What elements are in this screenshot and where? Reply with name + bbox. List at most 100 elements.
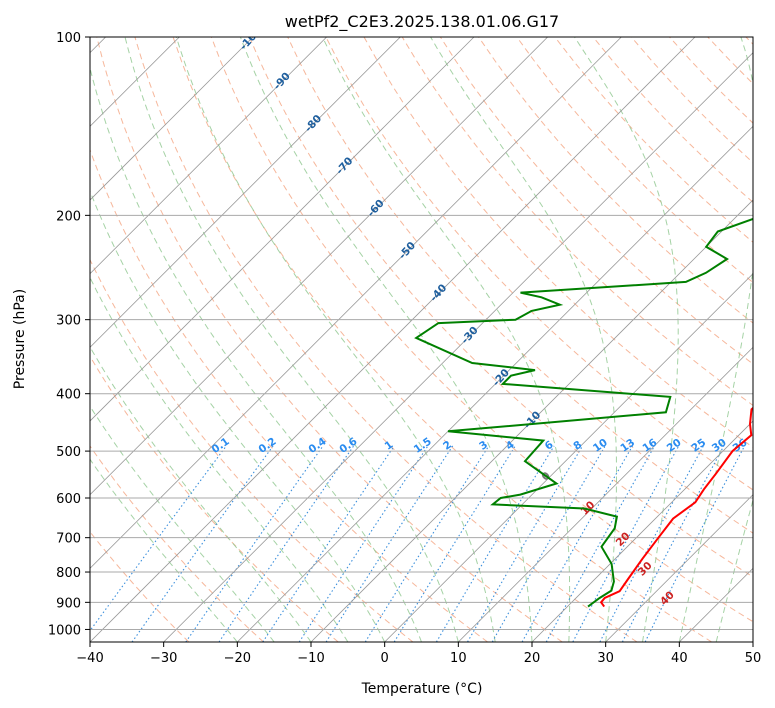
moist-adiabat-line — [574, 37, 679, 642]
mixing-ratio-label: 0.4 — [306, 435, 328, 456]
series-layer — [414, 217, 753, 608]
dry-adiabat-line — [592, 37, 753, 203]
x-tick-label: 50 — [745, 651, 762, 666]
mixing-ratio-line — [185, 445, 324, 642]
chart-title: wetPf2_C2E3.2025.138.01.06.G17 — [285, 12, 559, 32]
dry-adiabat-line — [96, 37, 563, 642]
mixing-ratio-label: 1 — [383, 439, 396, 453]
skewed-isotherm-line — [679, 567, 753, 642]
moist-adiabat-line — [322, 37, 571, 642]
mixing-ratio-label: 0.1 — [210, 435, 232, 456]
skewed-isotherm-lines — [90, 37, 753, 642]
dry-adiabat-line — [439, 37, 753, 365]
mixing-ratio-line — [393, 445, 516, 642]
mixing-ratio-line — [621, 445, 725, 642]
moist-adiabat-line — [715, 498, 753, 642]
y-tick-label: 500 — [56, 445, 81, 460]
mixing-ratio-lines — [90, 445, 746, 642]
skewed-isotherm-line — [605, 494, 753, 642]
moist-adiabat-label: 20 — [614, 530, 633, 549]
mixing-ratio-label: 20 — [665, 437, 684, 455]
mixing-ratio-line — [90, 445, 227, 632]
y-tick-label: 1000 — [48, 623, 81, 638]
mixing-ratio-label: 0.6 — [337, 435, 359, 456]
line-labels: -100-90-80-70-60-50-40-30-20-10010203040… — [210, 37, 750, 608]
dry-adiabat-line — [707, 37, 753, 85]
mixing-ratio-label: 30 — [710, 437, 729, 455]
mixing-ratio-line — [325, 445, 454, 642]
x-tick-label: 20 — [524, 651, 541, 666]
dry-adiabat-line — [325, 37, 753, 491]
dewpoint-profile-line — [414, 217, 753, 608]
moist-adiabat-line — [90, 276, 349, 642]
y-tick-label: 400 — [56, 388, 81, 403]
x-axis-label: Temperature (°C) — [361, 681, 483, 697]
mixing-ratio-label: 25 — [689, 437, 708, 455]
mixing-ratio-label: 8 — [571, 439, 584, 453]
y-axis-label: Pressure (hPa) — [12, 289, 28, 389]
moist-adiabat-lines — [90, 37, 753, 642]
y-tick-label: 700 — [56, 532, 81, 547]
x-tick-label: 40 — [671, 651, 688, 666]
y-tick-label: 300 — [56, 314, 81, 329]
temperature-profile-line — [599, 406, 753, 608]
mixing-ratio-label: 2 — [441, 439, 454, 453]
skewed-isotherm-line — [90, 37, 327, 275]
mixing-ratio-line — [364, 445, 490, 642]
dry-adiabat-line — [745, 37, 753, 45]
moist-adiabat-line — [175, 37, 496, 642]
mixing-ratio-label: 0.2 — [256, 435, 278, 456]
y-tick-label: 200 — [56, 209, 81, 224]
mixing-ratio-line — [262, 445, 395, 642]
mixing-ratio-label: 4 — [504, 439, 517, 453]
moist-adiabat-line — [124, 37, 459, 642]
dry-adiabat-line — [172, 37, 712, 642]
mixing-ratio-label: 10 — [591, 437, 610, 455]
moist-adiabat-line — [678, 37, 753, 642]
skewed-isotherm-line — [237, 125, 753, 642]
mixing-ratio-line — [435, 445, 555, 642]
moist-adiabat-line — [430, 37, 617, 642]
skewed-isotherm-line — [163, 52, 753, 642]
skewed-isotherm-line — [90, 37, 548, 496]
dry-adiabat-line — [90, 148, 488, 642]
mixing-ratio-line — [521, 445, 633, 642]
mixing-ratio-line — [467, 445, 584, 642]
moist-adiabat-label: 40 — [658, 589, 677, 608]
dry-adiabat-line — [90, 445, 264, 642]
mixing-ratio-line — [599, 445, 704, 642]
skewed-isotherm-line — [752, 641, 753, 642]
y-tick-label: 800 — [56, 566, 81, 581]
dry-adiabat-line — [669, 37, 753, 124]
x-tick-label: −30 — [150, 651, 177, 666]
dry-adiabat-line — [90, 531, 190, 642]
mixing-ratio-line — [218, 445, 355, 642]
moist-adiabat-line — [90, 65, 422, 642]
dry-adiabat-lines — [90, 37, 753, 642]
mixing-ratio-label: 13 — [618, 437, 637, 455]
plot-area: -100-90-80-70-60-50-40-30-20-10010203040… — [90, 37, 753, 642]
mixing-ratio-label: 16 — [640, 437, 659, 455]
mixing-ratio-line — [644, 445, 746, 642]
x-tick-label: 10 — [450, 651, 467, 666]
moist-adiabat-line — [90, 189, 386, 642]
dry-adiabat-line — [249, 37, 753, 578]
isobar-grid-lines — [90, 37, 753, 630]
dry-adiabat-line — [516, 37, 753, 284]
y-tick-label: 600 — [56, 492, 81, 507]
x-tick-label: −40 — [76, 651, 103, 666]
mixing-ratio-label: 3 — [477, 439, 490, 453]
dry-adiabat-line — [478, 37, 753, 324]
moist-adiabat-line — [239, 37, 533, 642]
x-tick-label: −10 — [297, 651, 324, 666]
skewed-isotherm-line — [458, 346, 753, 642]
dry-adiabat-line — [554, 37, 753, 243]
y-axis: 1000 900 800 700 600 500 400 300 200 100 — [48, 31, 90, 638]
mixing-ratio-line — [298, 445, 429, 642]
skewed-isotherm-line — [90, 37, 254, 201]
dry-adiabat-line — [134, 37, 638, 642]
skewed-isotherm-line — [90, 37, 622, 569]
dry-adiabat-line — [210, 37, 753, 623]
dry-adiabat-line — [90, 258, 414, 642]
